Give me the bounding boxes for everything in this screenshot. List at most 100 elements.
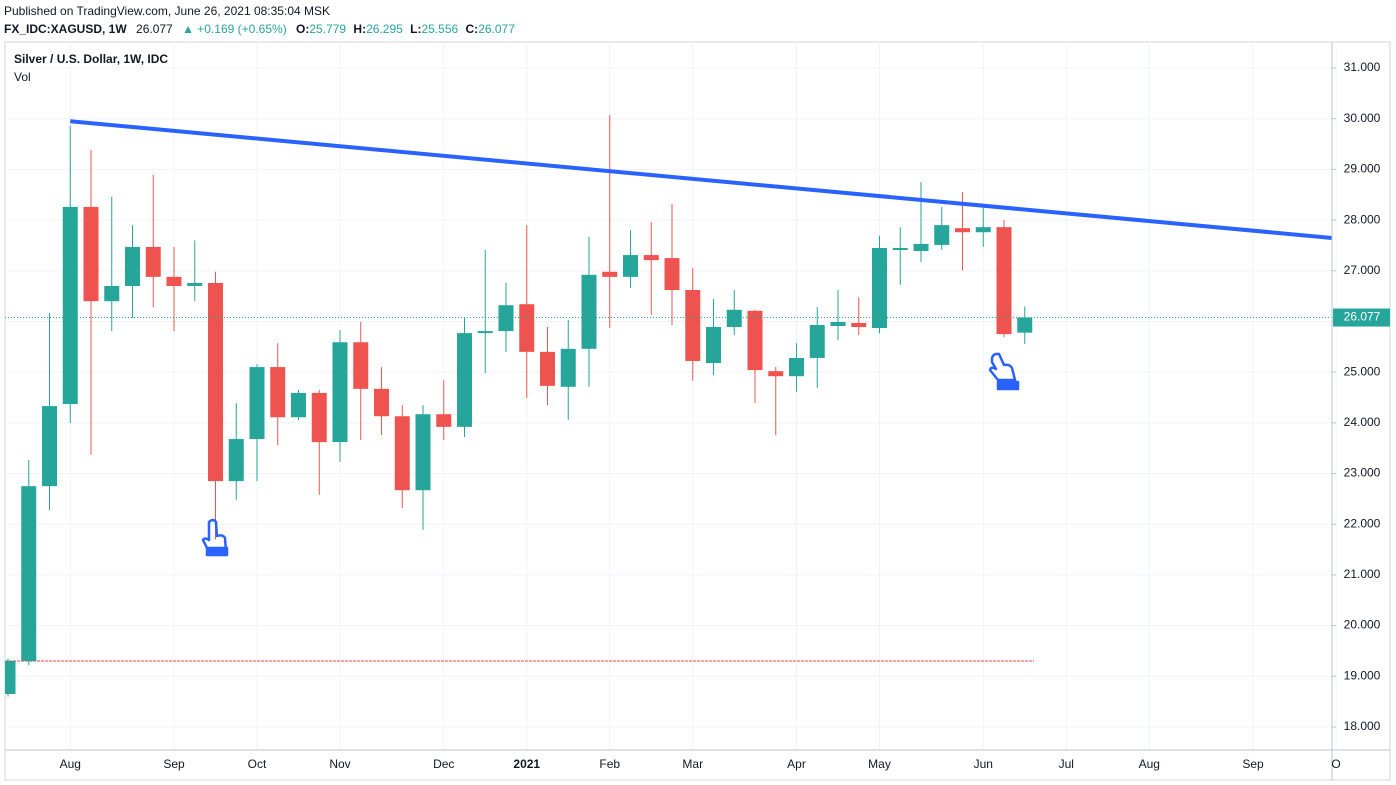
candle-body xyxy=(249,367,265,440)
candle-body xyxy=(955,228,970,233)
candle-body xyxy=(664,258,680,291)
y-tick-label: 25.000 xyxy=(1344,364,1381,378)
candle-body xyxy=(187,282,203,286)
candle-body xyxy=(166,276,182,286)
y-tick-label: 22.000 xyxy=(1344,516,1381,530)
candle-body xyxy=(747,310,763,371)
candle-body xyxy=(685,290,701,361)
y-tick-label: 19.000 xyxy=(1344,668,1381,682)
x-tick-label: Jun xyxy=(974,757,993,771)
y-tick-label: 18.000 xyxy=(1344,719,1381,733)
x-tick-label: Aug xyxy=(1139,757,1160,771)
y-tick-label: 30.000 xyxy=(1344,111,1381,125)
candle-body xyxy=(851,322,867,328)
x-tick-label: Aug xyxy=(60,757,81,771)
change: ▲ +0.169 (+0.65%) xyxy=(182,22,287,36)
candle-body xyxy=(913,243,929,251)
candle-body xyxy=(457,333,472,427)
x-tick-label: Nov xyxy=(329,757,350,771)
symbol: FX_IDC:XAGUSD, 1W xyxy=(4,22,127,36)
candle-body xyxy=(602,271,618,277)
candle-body xyxy=(519,304,535,352)
candle-body xyxy=(726,309,742,328)
candle-body xyxy=(872,247,887,329)
candle-body xyxy=(374,388,389,417)
grid xyxy=(5,42,1337,750)
candle-body xyxy=(125,246,140,286)
candle-body xyxy=(21,486,37,662)
ohlc-label: C: xyxy=(466,22,479,36)
candle-body xyxy=(975,227,991,233)
x-tick-label: Mar xyxy=(682,757,703,771)
ohlc-label: L: xyxy=(410,22,421,36)
ohlc-value: 25.779 xyxy=(309,22,346,36)
candle-body xyxy=(415,414,431,491)
candle-body xyxy=(643,255,659,261)
candle-body xyxy=(498,305,514,332)
candle-body xyxy=(436,414,452,427)
hand-icon xyxy=(988,352,1020,391)
candle-body xyxy=(934,225,950,245)
candle-body xyxy=(228,439,244,482)
candle-body xyxy=(208,282,223,482)
x-tick-label: Sep xyxy=(163,757,185,771)
symbol-header: FX_IDC:XAGUSD, 1W 26.077 ▲ +0.169 (+0.65… xyxy=(4,22,515,36)
y-tick-label: 24.000 xyxy=(1344,415,1381,429)
chart-subtitle: Vol xyxy=(14,70,31,84)
ohlc-value: 26.295 xyxy=(366,22,403,36)
x-tick-label: O xyxy=(1331,757,1340,771)
candle-body xyxy=(830,321,846,327)
candle-body xyxy=(270,367,286,418)
x-tick-label: Sep xyxy=(1242,757,1264,771)
chart-title: Silver / U.S. Dollar, 1W, IDC xyxy=(14,52,168,66)
x-tick-label: Feb xyxy=(599,757,620,771)
candle-body xyxy=(62,206,78,405)
candle-body xyxy=(145,246,161,277)
candle-body xyxy=(789,357,804,377)
candle-body xyxy=(892,247,908,250)
candle-body xyxy=(353,342,369,389)
candle-body xyxy=(540,351,555,386)
x-tick-label: Dec xyxy=(433,757,454,771)
y-tick-label: 20.000 xyxy=(1344,618,1381,632)
candle-body xyxy=(809,324,825,358)
candle-body xyxy=(42,406,57,487)
ohlc-label: O: xyxy=(296,22,309,36)
candle-body xyxy=(560,348,576,387)
ohlc-label: H: xyxy=(353,22,366,36)
x-tick-label: Apr xyxy=(787,757,806,771)
candle-body xyxy=(83,206,99,302)
x-tick-label: Jul xyxy=(1059,757,1074,771)
candle-body xyxy=(581,274,597,349)
last-price-badge xyxy=(1333,308,1390,327)
y-tick-label: 21.000 xyxy=(1344,567,1381,581)
last-price-label: 26.077 xyxy=(1344,310,1381,324)
y-tick-label: 29.000 xyxy=(1344,162,1381,176)
trend-line xyxy=(70,119,1332,240)
candle-body xyxy=(311,392,327,443)
candle-body xyxy=(623,255,638,277)
plot xyxy=(5,115,1332,697)
candle-body xyxy=(291,392,306,418)
candle-body xyxy=(706,327,721,364)
candle-body xyxy=(394,416,410,491)
ohlc-value: 25.556 xyxy=(421,22,458,36)
y-tick-label: 27.000 xyxy=(1344,263,1381,277)
y-tick-label: 28.000 xyxy=(1344,212,1381,226)
published-note: Published on TradingView.com, June 26, 2… xyxy=(4,4,330,18)
x-tick-label: Oct xyxy=(248,757,267,771)
last-price: 26.077 xyxy=(136,22,173,36)
candle-body xyxy=(332,342,348,443)
y-tick-label: 23.000 xyxy=(1344,466,1381,480)
candle-body xyxy=(104,285,120,302)
candle-body xyxy=(477,331,493,334)
y-tick-label: 31.000 xyxy=(1344,60,1381,74)
candle-body xyxy=(1017,317,1033,333)
hand-icon xyxy=(201,518,229,557)
candle-body xyxy=(996,227,1012,335)
x-tick-label: 2021 xyxy=(513,757,540,771)
chart-border xyxy=(4,41,1391,781)
ohlc-value: 26.077 xyxy=(478,22,515,36)
x-tick-label: May xyxy=(868,757,891,771)
